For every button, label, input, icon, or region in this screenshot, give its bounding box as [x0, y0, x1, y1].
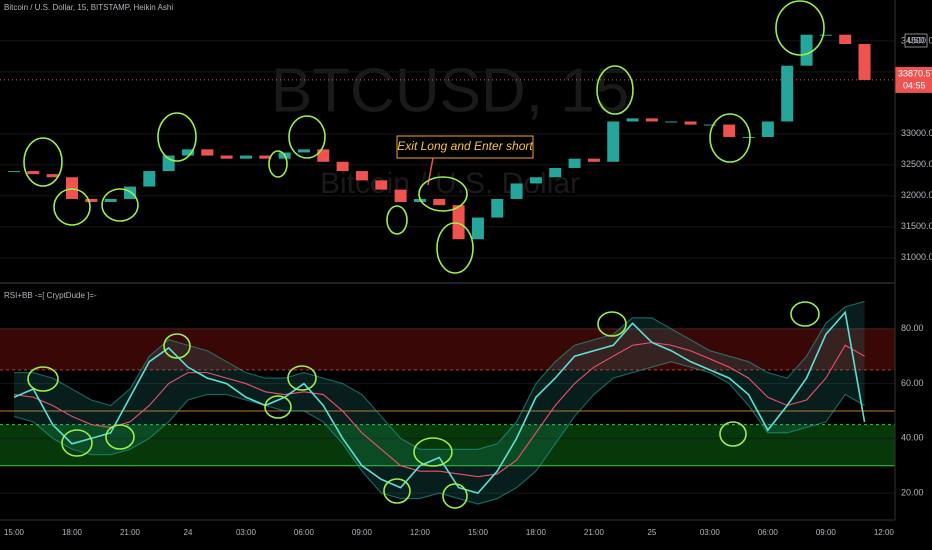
candle: [336, 161, 349, 172]
highlights: [23, 0, 825, 509]
candle: [65, 177, 78, 199]
countdown: 04:55: [903, 80, 926, 90]
candle: [104, 198, 117, 203]
y-tick-label: 32500.00: [901, 159, 932, 169]
candle: [529, 177, 542, 184]
annotation: Exit Long and Enter short: [397, 139, 533, 153]
x-tick-label: 12:00: [410, 528, 431, 537]
x-tick-label: 25: [647, 528, 656, 537]
candle: [607, 121, 620, 162]
candle: [510, 183, 523, 199]
candle: [761, 121, 774, 137]
annotation-box: [396, 135, 534, 159]
candle: [645, 118, 658, 122]
x-tick-label: 18:00: [526, 528, 547, 537]
candle: [201, 149, 214, 156]
y-tick-label: 80.00: [901, 323, 924, 333]
candle: [626, 118, 639, 122]
candle: [723, 124, 736, 137]
zone: [0, 328, 895, 370]
y-tick-label: 60.00: [901, 378, 924, 388]
candle: [703, 124, 716, 126]
series-line: [13, 310, 866, 495]
x-tick-label: 06:00: [758, 528, 779, 537]
candle: [46, 174, 59, 178]
candle: [181, 149, 194, 156]
candle: [839, 34, 852, 45]
y-tick-label: 40.00: [901, 433, 924, 443]
y-tick-label: 33000.00: [901, 128, 932, 138]
x-tick-label: 09:00: [816, 528, 837, 537]
candle: [781, 65, 794, 122]
candle: [123, 186, 136, 199]
series-line: [14, 300, 865, 450]
y-tick-label: 31000.00: [901, 252, 932, 262]
last-price: 33870.57: [898, 68, 932, 78]
candle: [549, 167, 562, 178]
candle: [375, 180, 388, 190]
last-price-tag: [895, 66, 932, 93]
candle: [471, 217, 484, 240]
candle: [143, 171, 156, 187]
candle: [27, 171, 40, 175]
symbol-title: Bitcoin / U.S. Dollar, 15, BITSTAMP, Hei…: [4, 3, 173, 12]
x-tick-label: 18:00: [62, 528, 83, 537]
candle: [665, 121, 678, 123]
candle: [317, 149, 330, 162]
candle: [684, 121, 697, 125]
x-tick-label: 09:00: [352, 528, 373, 537]
candle: [220, 155, 233, 159]
watermark: BTCUSD, 15: [271, 56, 629, 125]
x-tick-label: 06:00: [294, 528, 315, 537]
indicator-title: RSI+BB -=[ CryptDude ]=-: [4, 291, 97, 300]
candle: [259, 155, 272, 159]
candle: [858, 44, 871, 80]
x-tick-label: 03:00: [236, 528, 257, 537]
x-tick-label: 21:00: [120, 528, 141, 537]
candle: [800, 34, 813, 66]
y-tick-label: 20.00: [901, 487, 924, 497]
x-tick-label: 21:00: [584, 528, 605, 537]
currency: USD: [908, 36, 925, 45]
candle: [355, 171, 368, 181]
candle: [568, 158, 581, 168]
y-tick-label: 34500.00: [901, 35, 932, 45]
candle: [297, 149, 310, 153]
candle: [85, 198, 98, 203]
y-tick-label: 32000.00: [901, 190, 932, 200]
candle: [742, 136, 755, 138]
currency-box: [904, 33, 928, 48]
candle: [239, 155, 252, 159]
band-fill: [14, 301, 865, 505]
candle: [491, 198, 504, 218]
x-tick-label: 24: [184, 528, 193, 537]
candle: [452, 205, 465, 240]
series-line: [13, 361, 865, 505]
y-tick-label: 31500.00: [901, 221, 932, 231]
candle: [587, 158, 600, 162]
x-tick-label: 12:00: [874, 528, 895, 537]
candle: [8, 171, 20, 173]
candle: [433, 198, 446, 206]
candle: [394, 189, 407, 203]
x-tick-label: 03:00: [700, 528, 721, 537]
series-line: [13, 341, 865, 478]
x-tick-label: 15:00: [468, 528, 489, 537]
x-tick-label: 15:00: [4, 528, 25, 537]
candle: [819, 34, 832, 36]
